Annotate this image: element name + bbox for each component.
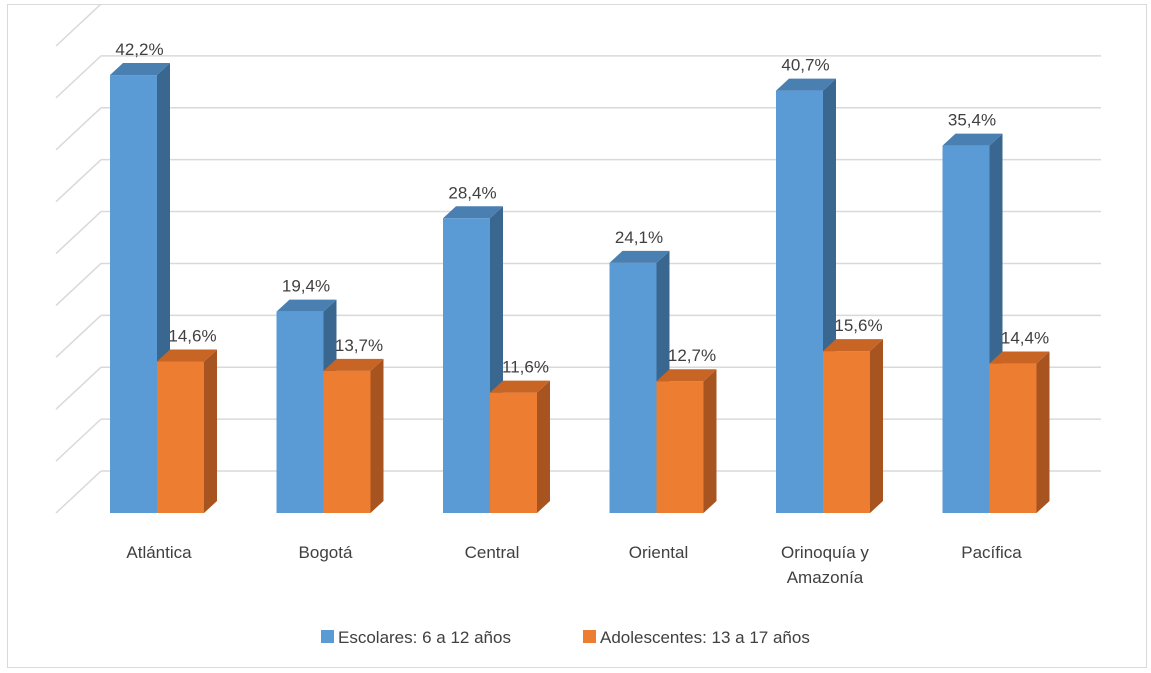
category-label: Central (465, 543, 520, 562)
legend-label: Adolescentes: 13 a 17 años (600, 628, 810, 647)
category-axis-labels: Atlántica Bogotá Central Oriental Orinoquía … (126, 543, 1022, 587)
bar-top (490, 380, 550, 393)
bar-top (110, 63, 170, 76)
bar-top (276, 299, 337, 312)
bar-top (989, 351, 1050, 364)
gridline-side (55, 314, 102, 358)
data-label: 15,6% (834, 316, 882, 335)
gridlines (55, 5, 1101, 514)
data-label: 28,4% (448, 183, 496, 202)
legend-swatch (583, 630, 596, 643)
gridline-side (55, 55, 102, 99)
bar-front (157, 361, 204, 513)
bar-front (656, 381, 704, 513)
data-label: 11,6% (502, 358, 549, 377)
data-label: 12,7% (668, 346, 716, 365)
bar (989, 351, 1050, 513)
bar-side (537, 380, 550, 513)
bar (323, 358, 384, 513)
bar-top (656, 369, 717, 382)
gridline-side (55, 211, 102, 255)
gridline-side (55, 418, 102, 462)
bar-side (703, 369, 717, 513)
bar (656, 369, 717, 513)
bar-front (942, 145, 990, 514)
bar-top (323, 358, 384, 371)
bar-side (870, 339, 883, 513)
gridline-side (55, 107, 102, 151)
bar-side (204, 349, 217, 513)
category-label: Atlántica (126, 543, 192, 562)
legend: Escolares: 6 a 12 años Adolescentes: 13 a… (321, 628, 810, 647)
bar-chart: 42,2% 14,6% 19,4% 13,7% 28,4% 11,6% 24,1% 12,7%… (55, 5, 1101, 647)
data-label: 14,6% (168, 326, 216, 345)
bar-front (443, 218, 490, 513)
bar-front (490, 392, 537, 513)
data-label: 24,1% (615, 228, 663, 247)
bar-front (609, 262, 657, 513)
bar-top (776, 78, 836, 91)
chart-area: 42,2% 14,6% 19,4% 13,7% 28,4% 11,6% 24,1% 12,7%… (7, 4, 1147, 668)
bar (490, 380, 550, 513)
bar (823, 339, 883, 513)
bar-side (1036, 351, 1050, 513)
gridline-side (55, 366, 102, 410)
bars (110, 63, 1050, 514)
category-label: Bogotá (299, 543, 353, 562)
bar-front (276, 311, 324, 513)
bar-front (989, 363, 1037, 513)
category-label: Pacífica (961, 543, 1022, 562)
category-label: Oriental (629, 543, 689, 562)
gridline-side (55, 470, 102, 514)
data-label: 40,7% (781, 56, 829, 75)
gridline-side (55, 159, 102, 203)
legend-label: Escolares: 6 a 12 años (338, 628, 511, 647)
bar (157, 349, 217, 513)
bar-front (776, 90, 823, 513)
data-label: 19,4% (282, 277, 330, 296)
category-label: Amazonía (787, 568, 864, 587)
data-label: 42,2% (115, 40, 163, 59)
data-label: 35,4% (948, 111, 996, 130)
gridline-side (55, 262, 102, 306)
bar-front (323, 370, 371, 513)
gridline-side (55, 5, 102, 47)
data-labels: 42,2% 14,6% 19,4% 13,7% 28,4% 11,6% 24,1% 12,7%… (115, 40, 1049, 377)
legend-swatch (321, 630, 334, 643)
bar-top (609, 250, 670, 263)
bar-top (823, 339, 883, 352)
data-label: 14,4% (1001, 329, 1049, 348)
bar-front (110, 75, 157, 514)
bar-side (370, 358, 384, 513)
bar-front (823, 351, 870, 513)
category-label: Orinoquía y (781, 543, 869, 562)
data-label: 13,7% (335, 336, 383, 355)
bar-top (157, 349, 217, 362)
bar-top (942, 133, 1003, 146)
bar-top (443, 206, 503, 219)
